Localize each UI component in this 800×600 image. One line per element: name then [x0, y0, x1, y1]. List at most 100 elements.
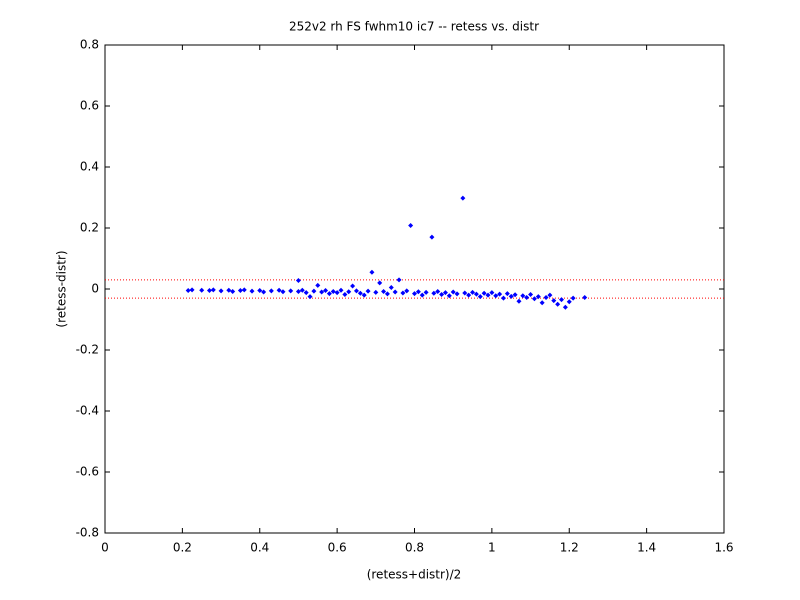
- point: [315, 282, 321, 288]
- point: [450, 289, 456, 295]
- point: [446, 293, 452, 299]
- point: [431, 290, 437, 296]
- x-tick-label: 0.8: [405, 541, 424, 555]
- x-tick-label: 1.6: [714, 541, 733, 555]
- point: [218, 288, 224, 294]
- point: [570, 295, 576, 301]
- point: [500, 295, 506, 301]
- point: [470, 289, 476, 295]
- point: [199, 287, 205, 293]
- point: [342, 291, 348, 297]
- y-tick-label: -0.2: [76, 343, 99, 357]
- point: [334, 290, 340, 296]
- point: [326, 291, 332, 297]
- point: [206, 288, 212, 294]
- point: [562, 304, 568, 310]
- point: [388, 284, 394, 290]
- point: [276, 287, 282, 293]
- point: [493, 293, 499, 299]
- point: [435, 288, 441, 294]
- point: [384, 291, 390, 297]
- point: [346, 289, 352, 295]
- point: [361, 292, 367, 298]
- point: [330, 288, 336, 294]
- point: [555, 301, 561, 307]
- point: [185, 288, 191, 294]
- point: [295, 277, 301, 283]
- point: [381, 288, 387, 294]
- point: [473, 291, 479, 297]
- point: [559, 297, 565, 303]
- point: [288, 288, 294, 294]
- point: [408, 223, 414, 229]
- y-tick-label: 0.2: [80, 221, 99, 235]
- x-tick-label: 0.4: [250, 541, 269, 555]
- x-tick-label: 1.2: [560, 541, 579, 555]
- point: [249, 288, 255, 294]
- y-tick-label: 0.6: [80, 99, 99, 113]
- point: [582, 295, 588, 301]
- point: [539, 300, 545, 306]
- x-tick-label: 1.4: [637, 541, 656, 555]
- point: [230, 288, 236, 294]
- x-tick-label: 1: [488, 541, 496, 555]
- point: [350, 283, 356, 289]
- plot-frame: [104, 44, 725, 534]
- point: [210, 287, 216, 293]
- point: [508, 293, 514, 299]
- point: [485, 292, 491, 298]
- point: [551, 298, 557, 304]
- point: [338, 287, 344, 293]
- point: [280, 289, 286, 295]
- x-tick-label: 0: [101, 541, 109, 555]
- point: [528, 291, 534, 297]
- point: [353, 288, 359, 294]
- point: [241, 287, 247, 293]
- point: [477, 294, 483, 300]
- chart-title: 252v2 rh FS fwhm10 ic7 -- retess vs. dis…: [289, 20, 539, 34]
- point: [512, 292, 518, 298]
- y-tick-label: 0.8: [80, 38, 99, 52]
- point: [268, 288, 274, 294]
- point: [400, 290, 406, 296]
- point: [257, 288, 263, 294]
- point: [543, 295, 549, 301]
- point: [365, 288, 371, 294]
- point: [466, 292, 472, 298]
- point: [419, 292, 425, 298]
- x-tick-label: 0.2: [173, 541, 192, 555]
- point: [520, 293, 526, 299]
- y-tick-label: -0.4: [76, 404, 99, 418]
- point: [357, 290, 363, 296]
- y-tick-label: -0.6: [76, 465, 99, 479]
- point: [460, 195, 466, 201]
- point: [396, 277, 402, 283]
- y-tick-label: 0.4: [80, 160, 99, 174]
- point: [295, 288, 301, 294]
- point: [504, 291, 510, 297]
- y-tick-label: -0.8: [76, 526, 99, 540]
- point: [547, 292, 553, 298]
- point: [369, 269, 375, 275]
- point: [377, 280, 383, 286]
- point: [481, 290, 487, 296]
- point: [307, 294, 313, 300]
- point: [516, 298, 522, 304]
- point: [429, 234, 435, 240]
- point: [531, 296, 537, 302]
- point: [392, 289, 398, 295]
- point: [566, 299, 572, 305]
- point: [311, 288, 317, 294]
- point: [373, 289, 379, 295]
- point: [462, 290, 468, 296]
- point: [404, 288, 410, 294]
- point: [299, 287, 305, 293]
- point: [524, 295, 530, 301]
- point: [226, 287, 232, 293]
- point: [261, 289, 267, 295]
- point: [319, 289, 325, 295]
- point: [439, 291, 445, 297]
- x-axis-label: (retess+distr)/2: [367, 568, 462, 582]
- point: [303, 290, 309, 296]
